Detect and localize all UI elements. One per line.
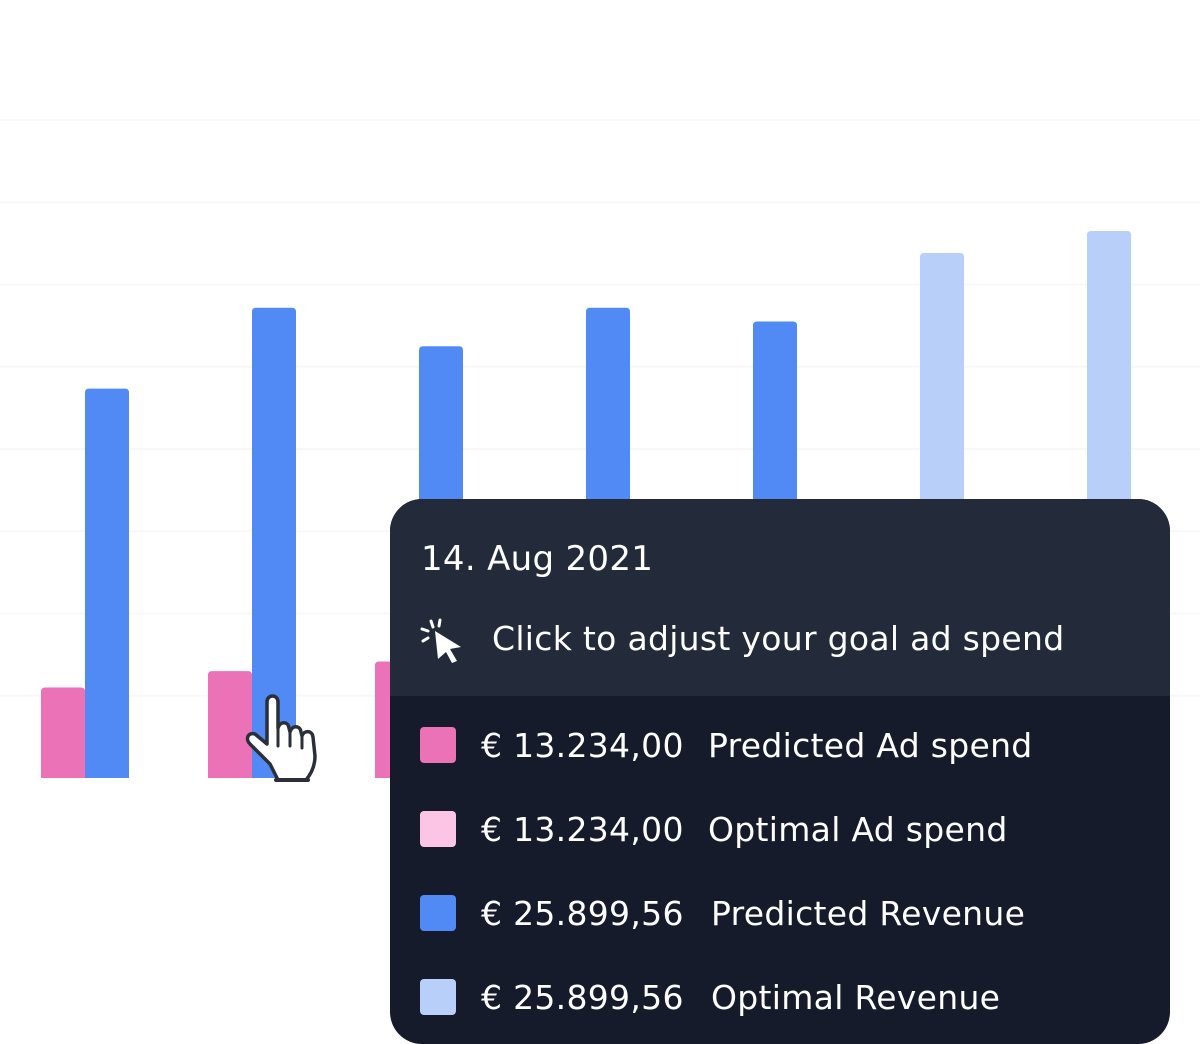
tooltip-header[interactable]: 14. Aug 2021 Click to adjust your goal a… — [390, 499, 1170, 696]
legend-value: € 25.899,56 — [481, 978, 684, 1017]
click-cursor-icon — [420, 618, 461, 663]
legend-swatch — [420, 727, 456, 763]
legend-label: Predicted Revenue — [711, 894, 1026, 933]
bar-predicted-ad-spend[interactable] — [41, 687, 85, 778]
legend-swatch — [420, 979, 456, 1015]
legend-label: Optimal Ad spend — [708, 810, 1008, 849]
legend-swatch — [420, 811, 456, 847]
legend-value: € 25.899,56 — [481, 894, 684, 933]
hand-pointer-icon — [245, 694, 317, 782]
bar-predicted-revenue[interactable] — [85, 388, 129, 778]
legend-value: € 13.234,00 — [481, 810, 684, 849]
chart-tooltip: 14. Aug 2021 Click to adjust your goal a… — [390, 499, 1170, 1044]
legend-label: Optimal Revenue — [711, 978, 1001, 1017]
bar-predicted-ad-spend[interactable] — [208, 671, 252, 778]
tooltip-date: 14. Aug 2021 — [421, 539, 654, 579]
legend-label: Predicted Ad spend — [708, 726, 1033, 765]
legend-swatch — [420, 895, 456, 931]
bar-predicted-revenue[interactable] — [252, 307, 296, 778]
legend-value: € 13.234,00 — [481, 726, 684, 765]
tooltip-hint[interactable]: Click to adjust your goal ad spend — [492, 619, 1065, 658]
